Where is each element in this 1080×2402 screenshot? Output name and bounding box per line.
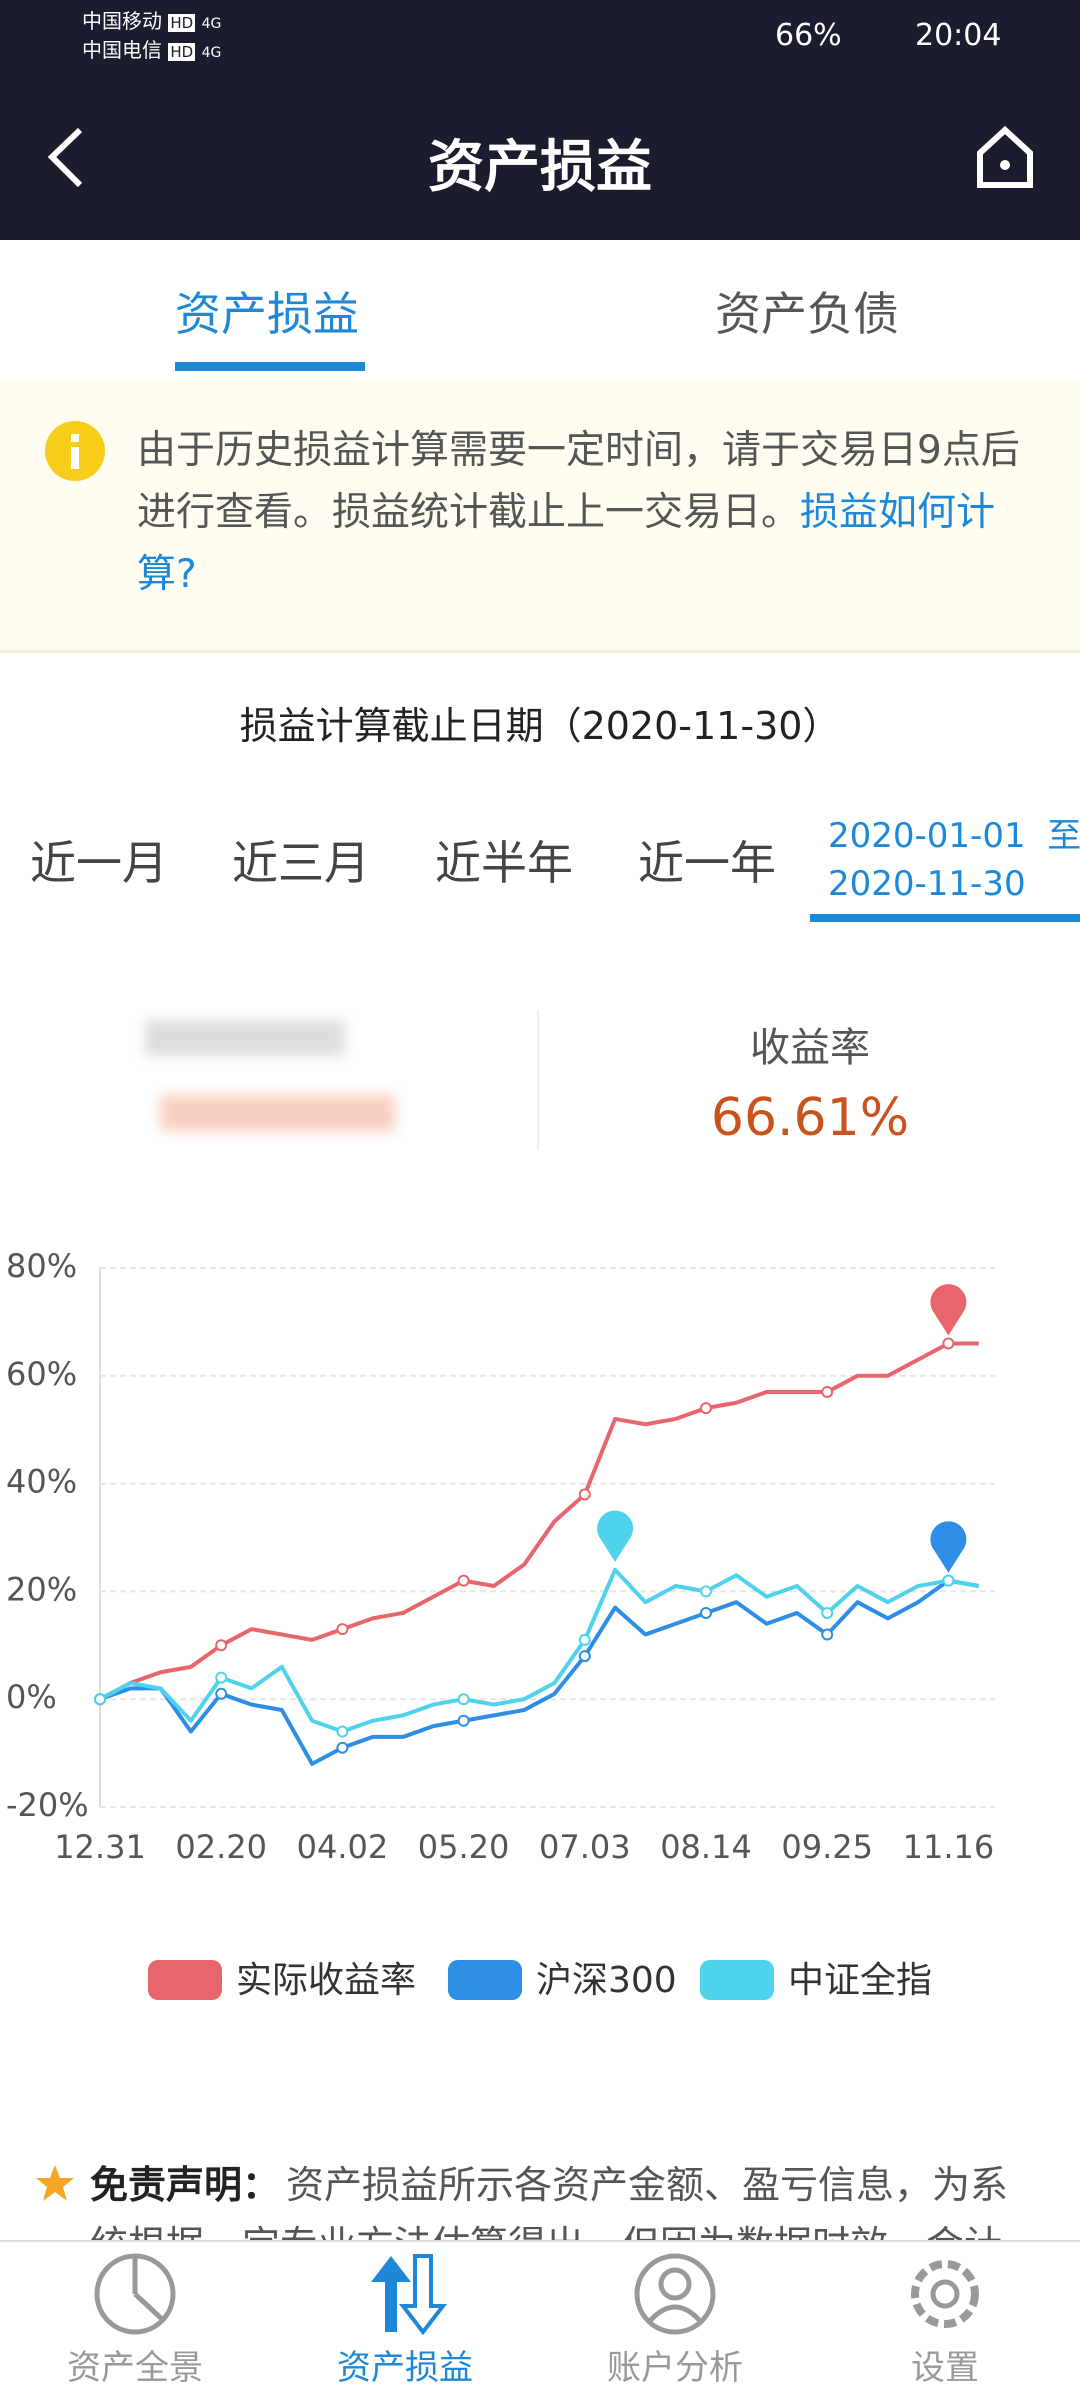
- point: [457, 1714, 470, 1727]
- legend-swatch: [148, 1960, 222, 2000]
- x-tick-label: 11.16: [903, 1828, 995, 1866]
- disclaimer: 免责声明：: [90, 2155, 280, 2215]
- masked-value: [160, 1095, 395, 1131]
- back-button[interactable]: [40, 125, 100, 195]
- notice-box: [0, 378, 1080, 653]
- notice-text: 由于历史损益计算需要一定时间，请于交易日9点后进行查看。损益统计截止上一交易日。: [137, 428, 1020, 535]
- y-tick-label: 60%: [6, 1355, 77, 1393]
- nav-icon: [94, 2253, 176, 2335]
- notice-link[interactable]: 损益如何计算?: [137, 490, 996, 597]
- max-pin: [930, 1521, 967, 1573]
- period[interactable]: 近一月: [30, 836, 168, 890]
- point: [578, 1488, 591, 1501]
- carrier: 中国移动 HD 4G 中国电信 HD 4G: [82, 8, 221, 66]
- point: [215, 1687, 228, 1700]
- summary-value: 66.61%: [710, 1088, 910, 1148]
- legend-label: 中证全指: [788, 1960, 932, 2001]
- masked-value: [145, 1020, 345, 1056]
- point: [578, 1650, 591, 1663]
- cutoff-date: 损益计算截止日期（2020-11-30）: [239, 704, 841, 748]
- x-tick-label: 04.02: [297, 1828, 389, 1866]
- y-tick-label: 0%: [6, 1678, 57, 1716]
- summary-label: 收益率: [750, 1025, 870, 1071]
- period[interactable]: 近一年: [638, 836, 776, 890]
- point: [578, 1633, 591, 1646]
- x-tick-label: 07.03: [539, 1828, 631, 1866]
- x-tick-label: 12.31: [54, 1828, 146, 1866]
- x-tick-label: 09.25: [781, 1828, 873, 1866]
- page-title: 资产损益: [428, 135, 652, 200]
- point: [942, 1574, 955, 1587]
- tab[interactable]: 资产负债: [715, 287, 899, 341]
- home-button[interactable]: [975, 125, 1035, 190]
- point: [821, 1385, 834, 1398]
- point: [700, 1606, 712, 1619]
- nav-icon: [371, 2254, 447, 2336]
- period[interactable]: 近三月: [232, 836, 370, 890]
- point: [215, 1639, 228, 1652]
- max-pin: [930, 1284, 967, 1336]
- range-underline: [810, 914, 1080, 922]
- custom-range[interactable]: 2020-01-01 至 2020-11-30: [828, 812, 1080, 908]
- disclaimer-title: 免责声明：: [90, 2163, 281, 2207]
- hd-badge: HD: [168, 14, 196, 32]
- notice: 由于历史损益计算需要一定时间，请于交易日9点后进行查看。损益统计截止上一交易日。…: [137, 420, 1037, 606]
- y-tick-label: 40%: [6, 1463, 77, 1501]
- network: 4G: [201, 45, 222, 61]
- period[interactable]: 近半年: [435, 836, 573, 890]
- nav-label[interactable]: 资产全景: [67, 2348, 203, 2388]
- nav-icon: [634, 2253, 716, 2335]
- divider: [537, 1010, 539, 1150]
- nav-label[interactable]: 资产损益: [337, 2348, 473, 2388]
- battery: 66%: [775, 18, 842, 53]
- point: [336, 1725, 349, 1738]
- nav-icon: [911, 2260, 979, 2328]
- x-tick-label: 08.14: [660, 1828, 752, 1866]
- point: [821, 1628, 834, 1641]
- point: [942, 1337, 955, 1350]
- range-end: 2020-11-30: [828, 864, 1026, 904]
- point: [336, 1623, 349, 1636]
- point: [94, 1693, 106, 1706]
- network: 4G: [201, 16, 222, 32]
- point: [215, 1671, 228, 1684]
- hd-badge: HD: [168, 43, 196, 61]
- point: [457, 1574, 470, 1587]
- point: [336, 1741, 349, 1754]
- x-tick-label: 05.20: [418, 1828, 510, 1866]
- time: 20:04: [915, 18, 1002, 53]
- point: [821, 1606, 834, 1619]
- nav-label[interactable]: 设置: [911, 2348, 979, 2388]
- tab-active[interactable]: 资产损益: [175, 287, 359, 341]
- point: [700, 1585, 712, 1598]
- info-icon: [45, 421, 105, 481]
- x-tick-label: 02.20: [175, 1828, 267, 1866]
- point: [700, 1402, 712, 1415]
- point: [457, 1693, 470, 1706]
- nav-label[interactable]: 账户分析: [607, 2348, 743, 2388]
- series-line: [99, 1578, 980, 1766]
- max-pin: [597, 1510, 634, 1562]
- tab-underline: [175, 362, 365, 371]
- series-line: [99, 1567, 980, 1734]
- bottom-nav: [0, 2240, 1080, 2402]
- star-icon: [36, 2165, 74, 2201]
- y-tick-label: 20%: [6, 1570, 77, 1608]
- range-separator: 至: [1047, 816, 1080, 856]
- carrier-1: 中国移动: [82, 9, 162, 33]
- legend-swatch: [448, 1960, 522, 2000]
- chart: -20% 0% 20% 40% 60% 80% 12.31 02.20 04.02 05.20 07…: [6, 1247, 995, 2001]
- range-start: 2020-01-01: [828, 816, 1026, 856]
- carrier-2: 中国电信: [82, 38, 162, 62]
- legend-label: 沪深300: [536, 1960, 677, 2001]
- legend-swatch: [700, 1960, 774, 2000]
- y-tick-label: -20%: [6, 1786, 89, 1824]
- series-line: [99, 1341, 979, 1701]
- legend-label: 实际收益率: [236, 1960, 416, 2001]
- header-bar: [0, 0, 1080, 240]
- y-tick-label: 80%: [6, 1247, 77, 1285]
